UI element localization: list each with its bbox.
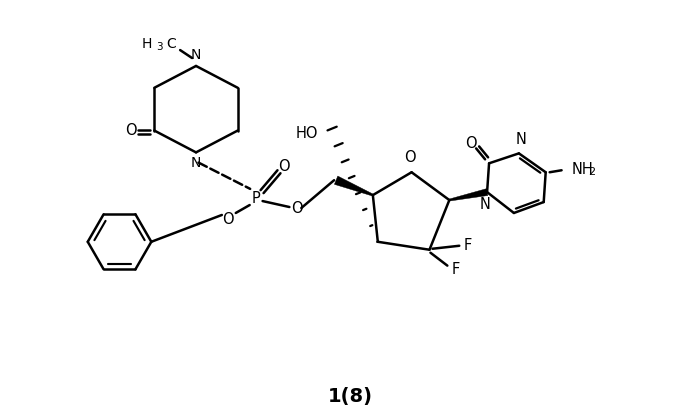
Text: HO: HO: [296, 126, 318, 141]
Text: C: C: [166, 37, 176, 51]
Text: 3: 3: [156, 42, 163, 52]
Polygon shape: [334, 176, 373, 196]
Text: F: F: [463, 238, 472, 253]
Text: NH: NH: [572, 162, 593, 177]
Text: O: O: [466, 136, 477, 151]
Text: N: N: [191, 48, 201, 62]
Text: O: O: [222, 213, 233, 228]
Text: F: F: [452, 262, 459, 277]
Text: 2: 2: [589, 167, 596, 177]
Text: N: N: [191, 156, 201, 171]
Text: N: N: [480, 197, 491, 212]
Text: O: O: [291, 200, 303, 215]
Text: N: N: [515, 132, 526, 147]
Text: O: O: [124, 123, 136, 138]
Text: 1(8): 1(8): [328, 387, 373, 406]
Text: P: P: [251, 191, 260, 205]
Polygon shape: [449, 189, 488, 201]
Text: O: O: [404, 150, 415, 165]
Text: H: H: [142, 37, 152, 51]
Text: O: O: [278, 159, 289, 174]
